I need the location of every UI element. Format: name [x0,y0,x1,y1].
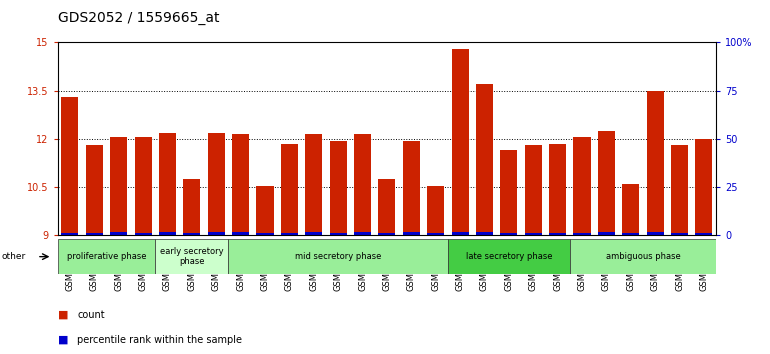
Bar [232,134,249,235]
Bar [451,49,469,235]
Bar [229,239,448,274]
Bar [135,137,152,235]
Bar [183,179,200,235]
Text: GDS2052 / 1559665_at: GDS2052 / 1559665_at [58,11,219,25]
Bar [574,137,591,235]
Bar [671,145,688,235]
Bar [549,144,566,235]
Bar [110,232,127,235]
Text: count: count [77,310,105,320]
Bar [403,141,420,235]
Bar [448,239,570,274]
Bar [256,185,273,235]
Bar [476,232,493,235]
Bar [208,132,225,235]
Bar [256,233,273,235]
Bar [647,232,664,235]
Bar [695,233,712,235]
Bar [62,97,79,235]
Bar [500,233,517,235]
Bar [330,141,346,235]
Bar [598,131,615,235]
Bar [622,184,639,235]
Bar [354,232,371,235]
Bar [85,145,103,235]
Bar [451,232,469,235]
Bar [85,233,103,235]
Bar [305,134,323,235]
Bar [695,139,712,235]
Bar [549,233,566,235]
Bar [135,233,152,235]
Text: ambiguous phase: ambiguous phase [605,252,681,261]
Bar [403,232,420,235]
Bar [524,233,542,235]
Bar [647,91,664,235]
Bar [500,150,517,235]
Text: percentile rank within the sample: percentile rank within the sample [77,335,242,345]
Bar [354,134,371,235]
Bar [159,232,176,235]
Bar [281,144,298,235]
Bar [330,233,346,235]
Text: late secretory phase: late secretory phase [466,252,552,261]
Bar [208,232,225,235]
Bar [476,84,493,235]
Bar [598,232,615,235]
Bar [62,233,79,235]
Bar [378,179,396,235]
Bar [378,233,396,235]
Text: ■: ■ [58,310,69,320]
Bar [524,145,542,235]
Text: other: other [2,252,25,261]
Bar [58,239,156,274]
Text: ■: ■ [58,335,69,345]
Bar [574,233,591,235]
Bar [622,233,639,235]
Bar [281,233,298,235]
Bar [305,232,323,235]
Bar [156,239,229,274]
Bar [427,233,444,235]
Bar [159,132,176,235]
Bar [110,137,127,235]
Text: mid secretory phase: mid secretory phase [295,252,381,261]
Bar [427,185,444,235]
Bar [183,233,200,235]
Bar [671,233,688,235]
Bar [570,239,716,274]
Text: proliferative phase: proliferative phase [67,252,146,261]
Bar [232,232,249,235]
Text: early secretory
phase: early secretory phase [160,247,223,266]
